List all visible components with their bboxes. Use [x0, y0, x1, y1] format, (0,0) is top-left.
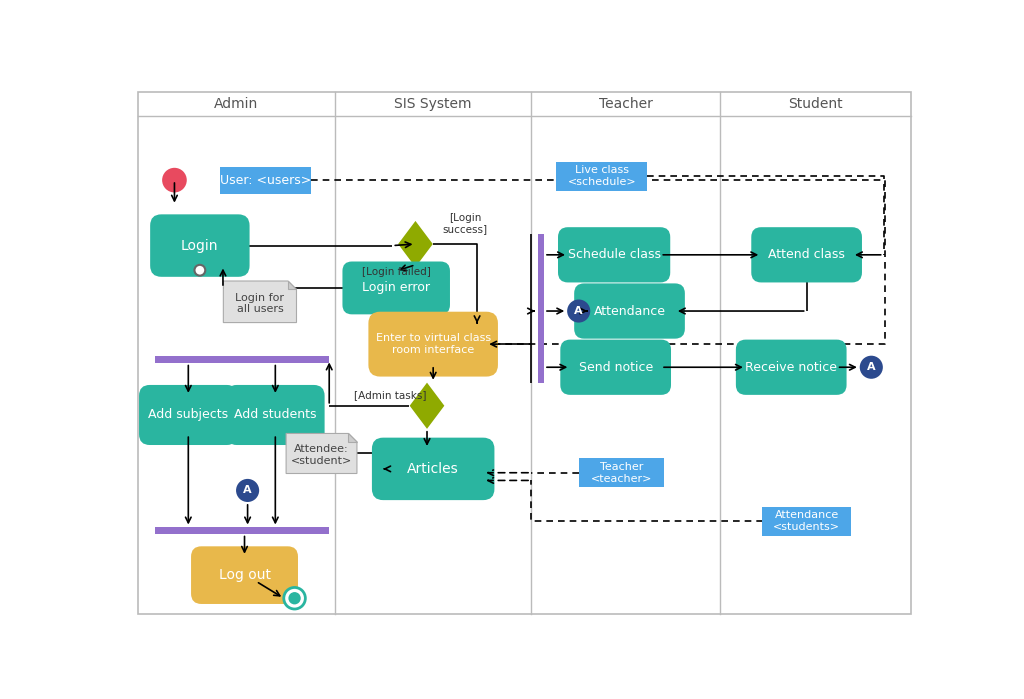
FancyBboxPatch shape — [560, 340, 671, 395]
FancyBboxPatch shape — [736, 340, 847, 395]
Text: Admin: Admin — [214, 97, 258, 111]
Polygon shape — [223, 281, 297, 322]
Circle shape — [860, 356, 883, 379]
Circle shape — [284, 587, 305, 609]
Text: [Login
success]: [Login success] — [442, 213, 487, 234]
FancyBboxPatch shape — [139, 385, 238, 445]
Text: SIS System: SIS System — [394, 97, 472, 111]
Polygon shape — [410, 382, 444, 429]
Text: [Login failed]: [Login failed] — [361, 267, 430, 277]
Text: Attendee:
<student>: Attendee: <student> — [291, 445, 352, 466]
Text: Enter to virtual class
room interface: Enter to virtual class room interface — [376, 333, 490, 355]
Polygon shape — [156, 356, 330, 363]
Polygon shape — [580, 458, 665, 487]
Polygon shape — [538, 234, 544, 382]
FancyBboxPatch shape — [372, 438, 495, 500]
Circle shape — [162, 168, 186, 192]
Circle shape — [237, 479, 259, 502]
Text: Login: Login — [181, 238, 218, 252]
Text: [Admin tasks]: [Admin tasks] — [354, 390, 426, 400]
Text: Teacher
<teacher>: Teacher <teacher> — [591, 462, 652, 484]
Circle shape — [567, 299, 590, 322]
Polygon shape — [762, 507, 851, 536]
FancyBboxPatch shape — [752, 227, 862, 282]
Text: Attend class: Attend class — [768, 248, 845, 261]
Text: A: A — [574, 306, 583, 316]
Text: Login error: Login error — [362, 282, 430, 294]
FancyBboxPatch shape — [574, 283, 685, 338]
FancyBboxPatch shape — [191, 547, 298, 604]
Text: Add subjects: Add subjects — [148, 408, 228, 421]
Polygon shape — [398, 221, 433, 267]
Text: Articles: Articles — [408, 462, 459, 476]
FancyBboxPatch shape — [369, 312, 498, 377]
Text: A: A — [244, 485, 252, 496]
Polygon shape — [220, 166, 310, 194]
Text: Login for
all users: Login for all users — [236, 292, 285, 314]
Text: Student: Student — [788, 97, 843, 111]
Circle shape — [195, 265, 205, 275]
Circle shape — [289, 592, 301, 605]
Text: Attendance
<students>: Attendance <students> — [773, 510, 840, 532]
FancyBboxPatch shape — [342, 261, 450, 315]
Text: User: <users>: User: <users> — [220, 173, 311, 187]
Polygon shape — [286, 433, 357, 473]
Text: Send notice: Send notice — [579, 361, 652, 374]
FancyBboxPatch shape — [226, 385, 325, 445]
Text: Schedule class: Schedule class — [567, 248, 660, 261]
Text: Attendance: Attendance — [594, 305, 666, 317]
Polygon shape — [556, 161, 647, 191]
Text: Add students: Add students — [234, 408, 316, 421]
Text: Live class
<schedule>: Live class <schedule> — [567, 166, 636, 187]
Text: A: A — [867, 362, 876, 373]
FancyBboxPatch shape — [151, 215, 250, 277]
Text: Teacher: Teacher — [599, 97, 652, 111]
Polygon shape — [156, 528, 330, 533]
Text: Log out: Log out — [218, 568, 270, 582]
Polygon shape — [348, 433, 357, 442]
Polygon shape — [288, 281, 297, 289]
Text: Receive notice: Receive notice — [745, 361, 838, 374]
FancyBboxPatch shape — [558, 227, 671, 282]
